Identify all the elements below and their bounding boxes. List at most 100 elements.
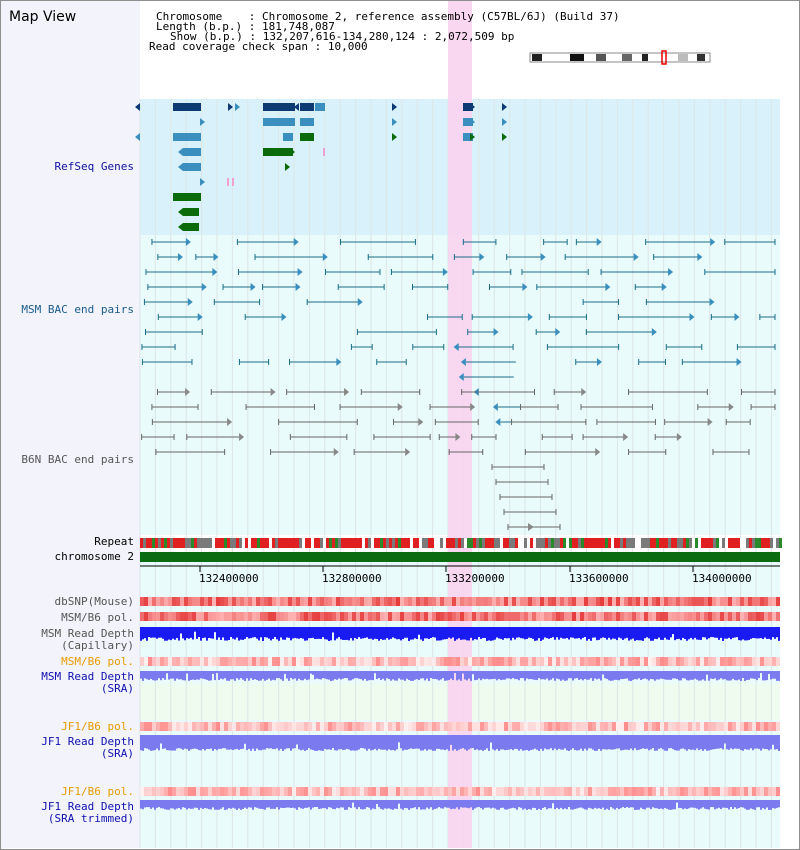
read-depth-bar [344,627,346,640]
read-depth-bar [470,800,472,808]
read-depth-bar [702,735,704,751]
read-depth-bar [260,735,262,751]
heat-strip-cell [516,612,520,621]
read-depth-bar [242,800,244,810]
gene-strand-arrow [135,103,140,111]
read-depth-bar [726,627,728,639]
read-depth-bar [654,627,656,639]
read-depth-bar [594,800,596,808]
read-depth-bar [348,735,350,750]
read-depth-bar [756,671,758,681]
repeat-segment [605,538,608,548]
heat-strip-cell [748,597,752,606]
heat-strip-cell [604,612,608,621]
read-depth-bar [142,627,144,640]
read-depth-bar [266,671,268,680]
heat-strip-cell [544,597,548,606]
heat-strip-cell [348,657,352,666]
read-depth-bar [202,627,204,639]
heat-strip-cell [548,657,552,666]
read-depth-bar [450,671,452,679]
heat-strip-cell [168,787,172,796]
read-depth-bar [392,671,394,680]
heat-strip-cell [716,612,720,621]
heat-strip-cell [684,657,688,666]
heat-strip-cell [152,612,156,621]
read-depth-bar [762,735,764,749]
read-depth-bar [566,627,568,639]
read-depth-bar [620,671,622,680]
read-depth-bar [578,800,580,808]
read-depth-bar [674,627,676,641]
read-depth-bar [326,627,328,640]
read-depth-bar [358,800,360,808]
read-depth-bar [412,627,414,640]
read-depth-bar [468,800,470,809]
read-depth-bar [778,671,780,681]
bac-end-arrow [595,448,601,456]
read-depth-bar [418,800,420,808]
repeat-segment [248,538,251,548]
read-depth-bar [556,671,558,679]
heat-strip-cell [520,657,524,666]
read-depth-bar [162,671,164,679]
read-depth-bar [740,735,742,751]
heat-strip-cell [324,722,328,731]
read-depth-bar [492,671,494,680]
heat-strip-cell [764,787,768,796]
heat-strip-cell [360,597,364,606]
read-depth-bar [516,627,518,638]
read-depth-bar [162,800,164,809]
heat-strip-cell [600,657,604,666]
read-depth-bar [744,735,746,750]
repeat-segment [230,538,233,548]
read-depth-bar [730,800,732,808]
heat-strip-cell [300,722,304,731]
heat-strip-cell [268,722,272,731]
read-depth-bar [564,671,566,681]
heat-strip-cell [352,657,356,666]
heat-strip-cell [156,597,160,606]
heat-strip-cell [164,787,168,796]
read-depth-bar [722,627,724,641]
read-depth-bar [648,735,650,751]
read-depth-bar [358,627,360,638]
read-depth-bar [698,671,700,681]
read-depth-bar [184,800,186,808]
heat-strip-cell [616,597,620,606]
read-depth-bar [528,800,530,810]
read-depth-bar [712,627,714,638]
heat-strip-cell [524,787,528,796]
heat-strip-cell [468,787,472,796]
read-depth-bar [320,671,322,680]
read-depth-bar [324,735,326,749]
heat-strip-cell [140,722,144,731]
heat-strip-cell [220,612,224,621]
heat-strip-cell [328,722,332,731]
read-depth-bar [498,735,500,751]
read-depth-bar [588,671,590,680]
read-depth-bar [634,671,636,680]
read-depth-bar [142,800,144,810]
read-depth-bar [632,671,634,680]
read-depth-bar [278,735,280,751]
read-depth-bar [228,671,230,681]
heat-strip-cell [764,612,768,621]
read-depth-bar [690,735,692,750]
read-depth-bar [614,800,616,810]
read-depth-bar [254,671,256,680]
read-depth-bar [662,735,664,750]
read-depth-bar [274,735,276,750]
read-depth-bar [602,800,604,808]
repeat-segment [272,538,275,548]
read-depth-bar [486,671,488,679]
read-depth-bar [572,627,574,638]
read-depth-bar [590,735,592,749]
read-depth-bar [140,627,142,641]
repeat-segment [764,538,767,548]
read-depth-bar [654,800,656,809]
read-depth-bar [526,735,528,751]
read-depth-bar [484,735,486,750]
read-depth-bar [204,800,206,808]
